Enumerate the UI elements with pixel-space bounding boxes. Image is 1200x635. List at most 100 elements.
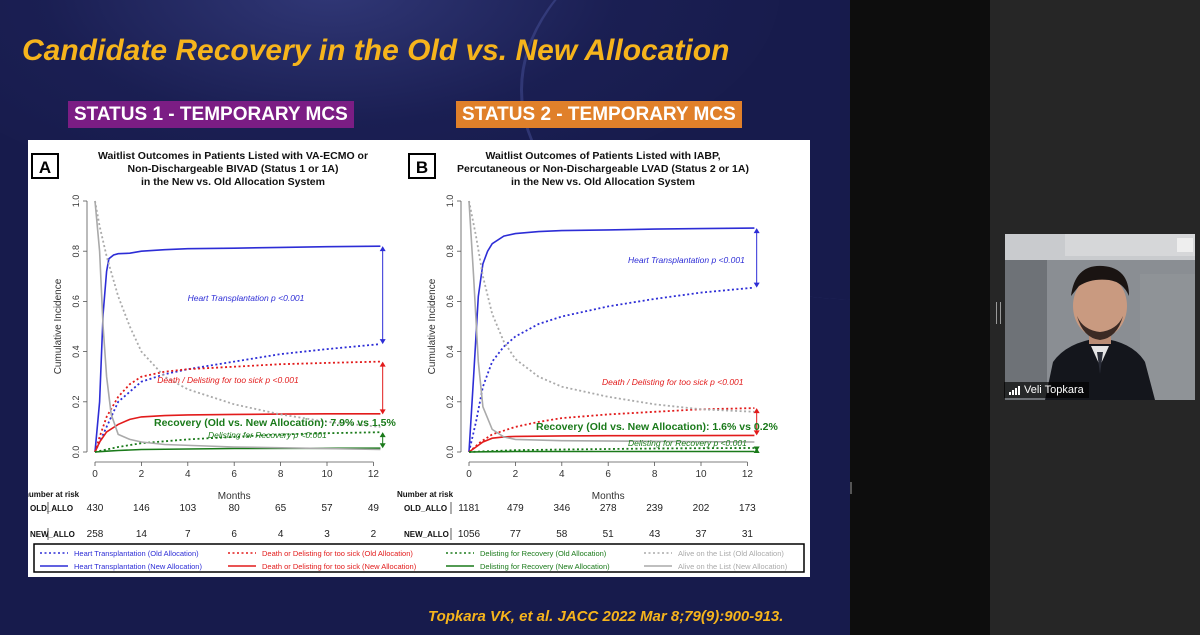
- difference-arrow-head: [379, 339, 386, 345]
- chart-annotation: Delisting for Recovery p <0.001: [208, 430, 327, 440]
- chart-annotation: Heart Transplantation p <0.001: [188, 293, 305, 303]
- y-axis-label: Cumulative Incidence: [427, 278, 438, 374]
- chart-annotation: Delisting for Recovery p <0.001: [628, 438, 747, 448]
- chart-annotation: Recovery (Old vs. New Allocation): 7.9% …: [154, 417, 396, 429]
- series-line: [468, 450, 755, 453]
- status1-label: STATUS 1 - TEMPORARY MCS: [68, 101, 354, 128]
- x-tick-label: 6: [605, 469, 611, 480]
- chart-title-line: Waitlist Outcomes of Patients Listed wit…: [485, 150, 720, 162]
- risk-table-value: 49: [368, 503, 380, 514]
- legend-label: Alive on the List (New Allocation): [678, 562, 788, 571]
- difference-arrow-head: [753, 446, 760, 452]
- y-tick-label: 0.4: [445, 345, 455, 358]
- risk-table-value: 4: [278, 529, 284, 540]
- x-tick-label: 6: [231, 469, 237, 480]
- difference-arrow-head: [379, 443, 386, 449]
- y-tick-label: 1.0: [445, 195, 455, 208]
- x-tick-label: 12: [742, 469, 754, 480]
- y-tick-label: 0.4: [71, 345, 81, 358]
- legend-label: Alive on the List (Old Allocation): [678, 549, 784, 558]
- risk-table-value: 80: [229, 503, 241, 514]
- legend-label: Delisting for Recovery (Old Allocation): [480, 549, 607, 558]
- chart-title-line: Non-Dischargeable BIVAD (Status 1 or 1A): [127, 163, 338, 175]
- series-line: [94, 447, 381, 453]
- risk-table-value: 77: [510, 529, 522, 540]
- risk-table-value: 146: [133, 503, 150, 514]
- difference-arrow-head: [753, 408, 760, 414]
- risk-table-value: 173: [739, 503, 756, 514]
- series-line: [94, 245, 381, 453]
- series-line: [94, 343, 381, 453]
- series-line: [468, 227, 755, 453]
- risk-table-value: 103: [179, 503, 196, 514]
- difference-arrow-head: [379, 432, 386, 438]
- chart-annotation: Death / Delisting for too sick p <0.001: [602, 377, 744, 387]
- difference-arrow-head: [379, 361, 386, 367]
- risk-table-value: 51: [603, 529, 615, 540]
- x-tick-label: 4: [559, 469, 565, 480]
- risk-table-value: 65: [275, 503, 287, 514]
- chart-title-line: Waitlist Outcomes in Patients Listed wit…: [98, 150, 368, 162]
- series-line: [94, 412, 381, 453]
- series-line: [94, 200, 381, 428]
- risk-table-value: 278: [600, 503, 617, 514]
- risk-table-value: 14: [136, 529, 148, 540]
- dark-gap: [850, 0, 990, 635]
- risk-table-value: 31: [742, 529, 754, 540]
- risk-table-row-label: NEW_ALLO: [404, 530, 449, 539]
- risk-table-value: 202: [693, 503, 710, 514]
- panel-letter: B: [416, 158, 428, 177]
- x-axis-label: Months: [218, 491, 251, 502]
- series-line: [468, 200, 755, 413]
- x-tick-label: 0: [466, 469, 472, 480]
- risk-table-value: 479: [507, 503, 524, 514]
- risk-table-value: 1056: [458, 529, 481, 540]
- y-tick-label: 0.6: [445, 295, 455, 308]
- risk-table-value: 37: [695, 529, 707, 540]
- difference-arrow-head: [379, 246, 386, 252]
- chart-annotation: Heart Transplantation p <0.001: [628, 255, 745, 265]
- legend-label: Death or Delisting for too sick (Old All…: [262, 549, 413, 558]
- x-tick-label: 4: [185, 469, 191, 480]
- series-line: [468, 286, 755, 453]
- panel-letter-box: [31, 153, 59, 179]
- series-line: [94, 200, 381, 451]
- legend-label: Heart Transplantation (Old Allocation): [74, 549, 199, 558]
- resize-handle[interactable]: [996, 302, 1001, 324]
- risk-table-value: 1181: [458, 503, 480, 514]
- x-tick-label: 0: [92, 469, 98, 480]
- risk-table-value: 57: [321, 503, 333, 514]
- slide-title: Candidate Recovery in the Old vs. New Al…: [22, 34, 730, 67]
- difference-arrow-head: [379, 409, 386, 415]
- risk-table-value: 3: [324, 529, 330, 540]
- x-tick-label: 8: [652, 469, 658, 480]
- risk-table-value: 2: [371, 529, 377, 540]
- chart-title-line: Percutaneous or Non-Dischargeable LVAD (…: [457, 163, 749, 175]
- risk-table-header: Number at risk: [397, 490, 454, 499]
- panel-letter-box: [408, 153, 436, 179]
- figure-panel: A Waitlist Outcomes in Patients Listed wi…: [24, 140, 810, 577]
- risk-table-value: 346: [553, 503, 570, 514]
- series-line: [94, 360, 381, 453]
- participant-name: Veli Topkara: [1024, 384, 1084, 396]
- risk-table-row-label: OLD_ALLO: [404, 504, 447, 513]
- x-axis-label: Months: [592, 491, 625, 502]
- chart-title-line: in the New vs. Old Allocation System: [141, 176, 325, 188]
- panel-b: B Waitlist Outcomes of Patients Listed wi…: [397, 150, 778, 540]
- risk-table-value: 43: [649, 529, 661, 540]
- x-tick-label: 2: [513, 469, 519, 480]
- legend-frame: [33, 543, 805, 573]
- difference-arrow-head: [753, 430, 760, 436]
- panel-letter: A: [39, 158, 51, 177]
- chart-annotation: Death / Delisting for too sick p <0.001: [157, 375, 299, 385]
- participant-video[interactable]: [1005, 234, 1195, 400]
- risk-table-row-label: OLD_ALLO: [30, 504, 73, 513]
- citation: Topkara VK, et al. JACC 2022 Mar 8;79(9)…: [428, 608, 784, 625]
- risk-table-value: 258: [87, 529, 104, 540]
- y-tick-label: 0.8: [71, 245, 81, 258]
- participant-video-frame: [1005, 234, 1195, 400]
- y-tick-label: 0.0: [445, 446, 455, 459]
- difference-arrow-head: [753, 282, 760, 288]
- figure-svg: A Waitlist Outcomes in Patients Listed wi…: [24, 140, 810, 577]
- chart-annotation: Recovery (Old vs. New Allocation): 1.6% …: [536, 421, 778, 433]
